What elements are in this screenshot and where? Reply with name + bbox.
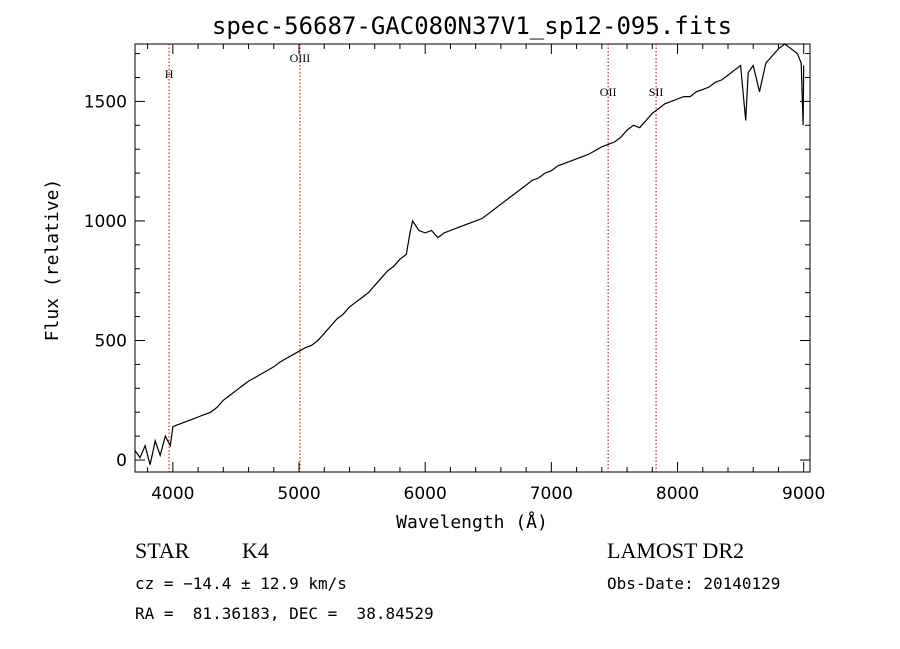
x-tick-label: 8000 <box>656 484 699 504</box>
emission-line-label: H <box>165 67 174 81</box>
object-class: STAR <box>135 538 190 563</box>
x-tick-label: 4000 <box>151 484 194 504</box>
x-tick-label: 7000 <box>530 484 573 504</box>
x-axis: 4000 5000 6000 7000 8000 9000 <box>147 44 825 504</box>
survey-name: LAMOST DR2 <box>607 538 745 563</box>
x-tick-label: 5000 <box>277 484 320 504</box>
x-tick-label: 9000 <box>782 484 825 504</box>
y-axis-label: Flux (relative) <box>42 179 63 342</box>
y-tick-label: 500 <box>95 331 127 351</box>
observation-date: Obs-Date: 20140129 <box>607 574 781 593</box>
chart-title: spec-56687-GAC080N37V1_sp12-095.fits <box>212 12 732 40</box>
emission-line-label: OII <box>600 85 617 99</box>
emission-line-label: OIII <box>290 51 311 65</box>
series-layer <box>134 43 805 465</box>
object-subclass: K4 <box>242 538 269 563</box>
plot-frame <box>134 43 811 473</box>
redshift-velocity: cz = −14.4 ± 12.9 km/s <box>135 574 347 593</box>
y-tick-label: 0 <box>116 451 127 471</box>
y-tick-label: 1500 <box>84 92 127 112</box>
x-tick-label: 6000 <box>404 484 447 504</box>
emission-line-label: SII <box>649 85 664 99</box>
y-tick-label: 1000 <box>84 212 127 232</box>
sky-coordinates: RA = 81.36183, DEC = 38.84529 <box>135 604 434 623</box>
spectrum-series-line <box>134 43 805 465</box>
emission-lines: H OIII OII SII <box>165 44 664 472</box>
y-axis: 0 500 1000 1500 <box>84 53 810 471</box>
x-axis-label: Wavelength (Å) <box>396 511 548 533</box>
